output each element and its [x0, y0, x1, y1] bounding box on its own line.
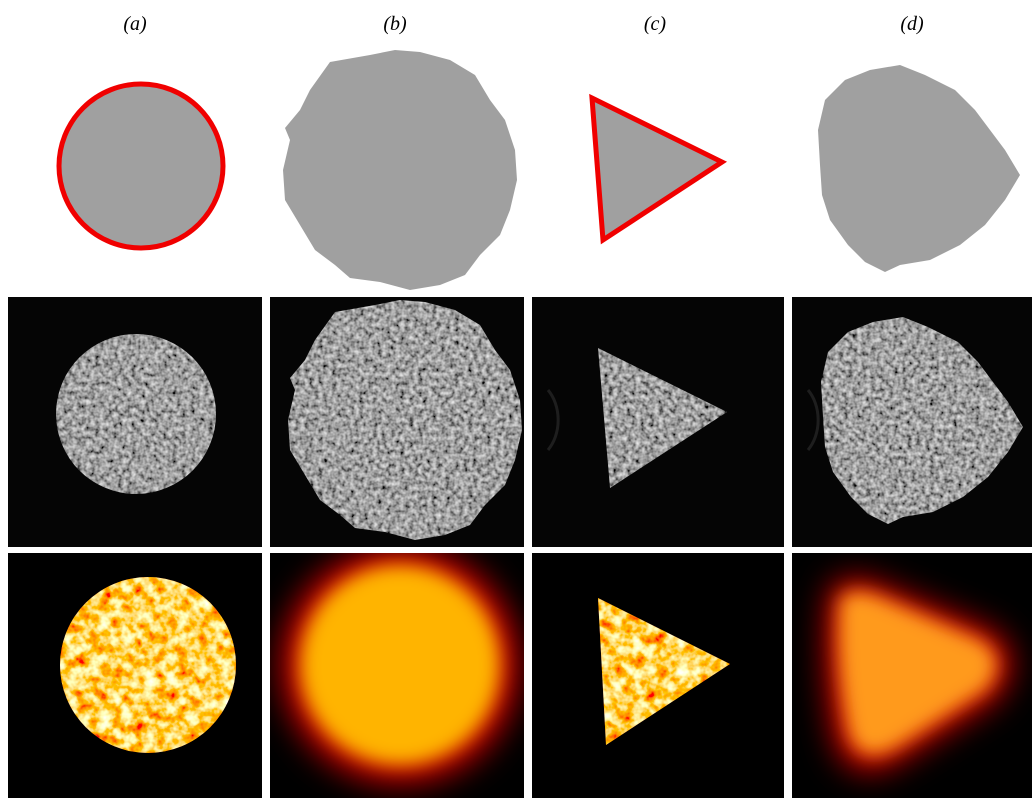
- panel-label: (b): [383, 13, 407, 35]
- page: {"panels": [{"label": "(a)"}, {"label": …: [0, 0, 1032, 798]
- heatmap-row: [8, 547, 1032, 798]
- target-triangle: [592, 98, 722, 240]
- grown-shape: [818, 65, 1020, 272]
- panel-label: (a): [123, 13, 147, 35]
- separators: [0, 547, 1032, 553]
- target-circle: [59, 84, 223, 248]
- figure: (a) (b) (c) (d): [0, 0, 1032, 798]
- panel-label: (d): [900, 13, 924, 35]
- grown-shape: [283, 50, 517, 290]
- microscopy-row: [8, 297, 1032, 547]
- panel-label: (c): [644, 13, 667, 35]
